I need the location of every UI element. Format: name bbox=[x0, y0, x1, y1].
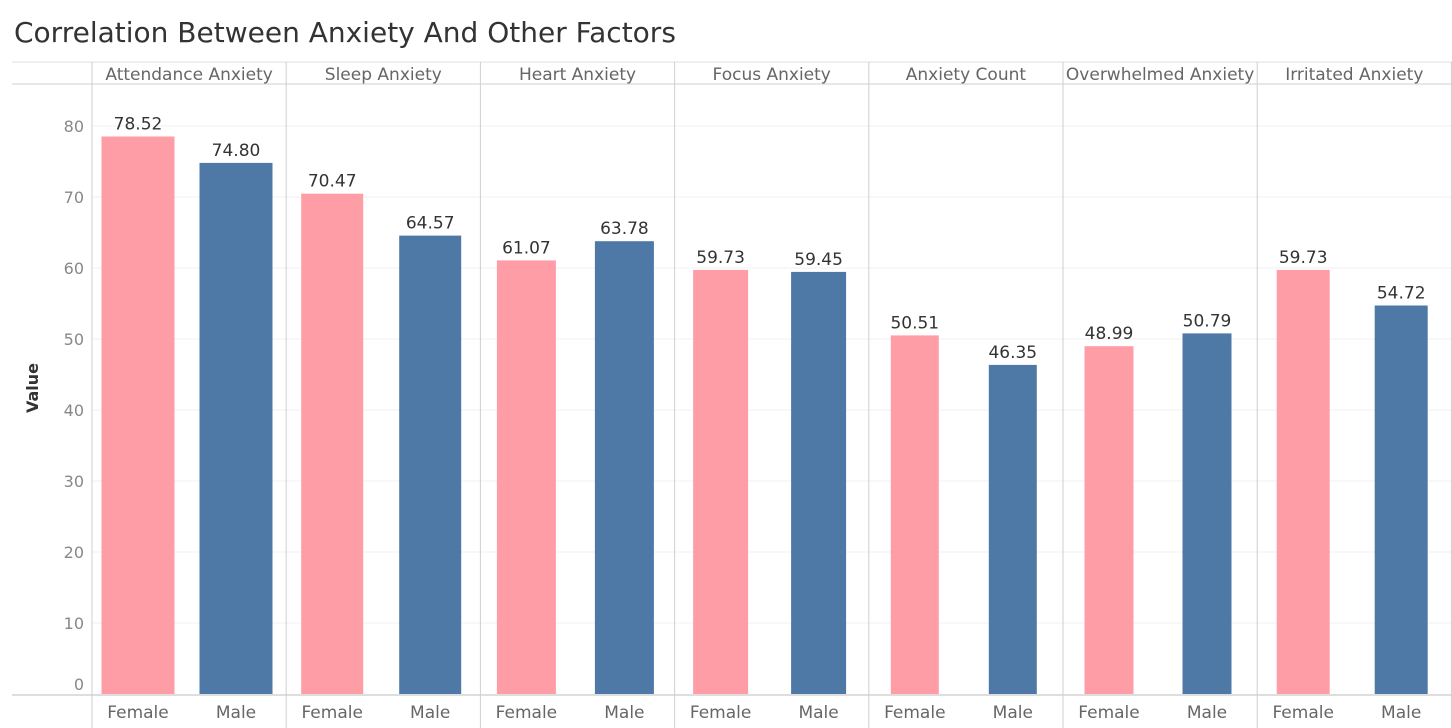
data-label: 61.07 bbox=[502, 238, 551, 258]
bar-male bbox=[791, 271, 847, 694]
bar-female bbox=[693, 269, 749, 694]
x-category-label: Male bbox=[1187, 703, 1227, 723]
chart-frame bbox=[12, 61, 1452, 728]
y-axis-title: Value bbox=[23, 363, 42, 413]
data-label: 54.72 bbox=[1377, 284, 1426, 304]
bar-male bbox=[988, 364, 1037, 694]
bar-female bbox=[890, 335, 939, 694]
chart-title: Correlation Between Anxiety And Other Fa… bbox=[14, 16, 676, 49]
group-header: Focus Anxiety bbox=[713, 65, 831, 85]
group-header: Heart Anxiety bbox=[519, 65, 636, 85]
y-tick-label: 40 bbox=[64, 401, 84, 420]
data-label: 74.80 bbox=[212, 141, 261, 161]
bar-female bbox=[101, 136, 175, 694]
bar-male bbox=[1182, 333, 1232, 694]
x-category-label: Male bbox=[410, 703, 450, 723]
data-label: 59.73 bbox=[1279, 248, 1328, 268]
data-label: 70.47 bbox=[308, 172, 357, 192]
x-category-label: Female bbox=[690, 703, 751, 723]
x-category-label: Female bbox=[884, 703, 945, 723]
data-label: 59.45 bbox=[794, 250, 843, 270]
bar-female bbox=[1276, 269, 1330, 694]
bar-male bbox=[1374, 305, 1428, 694]
group-header: Irritated Anxiety bbox=[1285, 65, 1423, 85]
y-tick-label: 20 bbox=[64, 543, 84, 562]
x-category-label: Female bbox=[1078, 703, 1139, 723]
data-label: 64.57 bbox=[406, 214, 455, 234]
bars bbox=[101, 136, 1428, 694]
bar-male bbox=[399, 235, 462, 694]
group-header: Sleep Anxiety bbox=[325, 65, 442, 85]
y-tick-label: 60 bbox=[64, 259, 84, 278]
x-category-label: Female bbox=[496, 703, 557, 723]
y-tick-label: 50 bbox=[64, 330, 84, 349]
y-tick-label: 80 bbox=[64, 117, 84, 136]
x-category-label: Male bbox=[1381, 703, 1421, 723]
bar-female bbox=[1084, 346, 1134, 694]
data-label: 46.35 bbox=[988, 343, 1037, 363]
group-header: Anxiety Count bbox=[906, 65, 1027, 85]
bar-male bbox=[199, 162, 273, 694]
data-label: 50.79 bbox=[1183, 311, 1232, 331]
data-label: 59.73 bbox=[696, 248, 745, 268]
data-label: 78.52 bbox=[114, 115, 163, 135]
group-header: Overwhelmed Anxiety bbox=[1066, 65, 1254, 85]
y-tick-label: 0 bbox=[74, 675, 84, 694]
group-header: Attendance Anxiety bbox=[105, 65, 272, 85]
y-tick-label: 10 bbox=[64, 614, 84, 633]
gridlines bbox=[92, 125, 1452, 624]
x-category-label: Male bbox=[798, 703, 838, 723]
x-category-label: Female bbox=[301, 703, 362, 723]
labels: 0 10 20 30 40 50 60 70 80 Attendance Anxiety 78.52… bbox=[64, 65, 1426, 723]
y-tick-label: 30 bbox=[64, 472, 84, 491]
x-category-label: Male bbox=[604, 703, 644, 723]
x-category-label: Male bbox=[993, 703, 1033, 723]
x-category-label: Female bbox=[107, 703, 168, 723]
data-label: 48.99 bbox=[1085, 324, 1134, 344]
bar-male bbox=[594, 241, 654, 694]
data-label: 50.51 bbox=[890, 313, 939, 333]
data-label: 63.78 bbox=[600, 219, 649, 239]
bar-female bbox=[496, 260, 556, 694]
x-category-label: Male bbox=[216, 703, 256, 723]
y-tick-label: 70 bbox=[64, 188, 84, 207]
bar-female bbox=[301, 193, 364, 694]
x-category-label: Female bbox=[1272, 703, 1333, 723]
